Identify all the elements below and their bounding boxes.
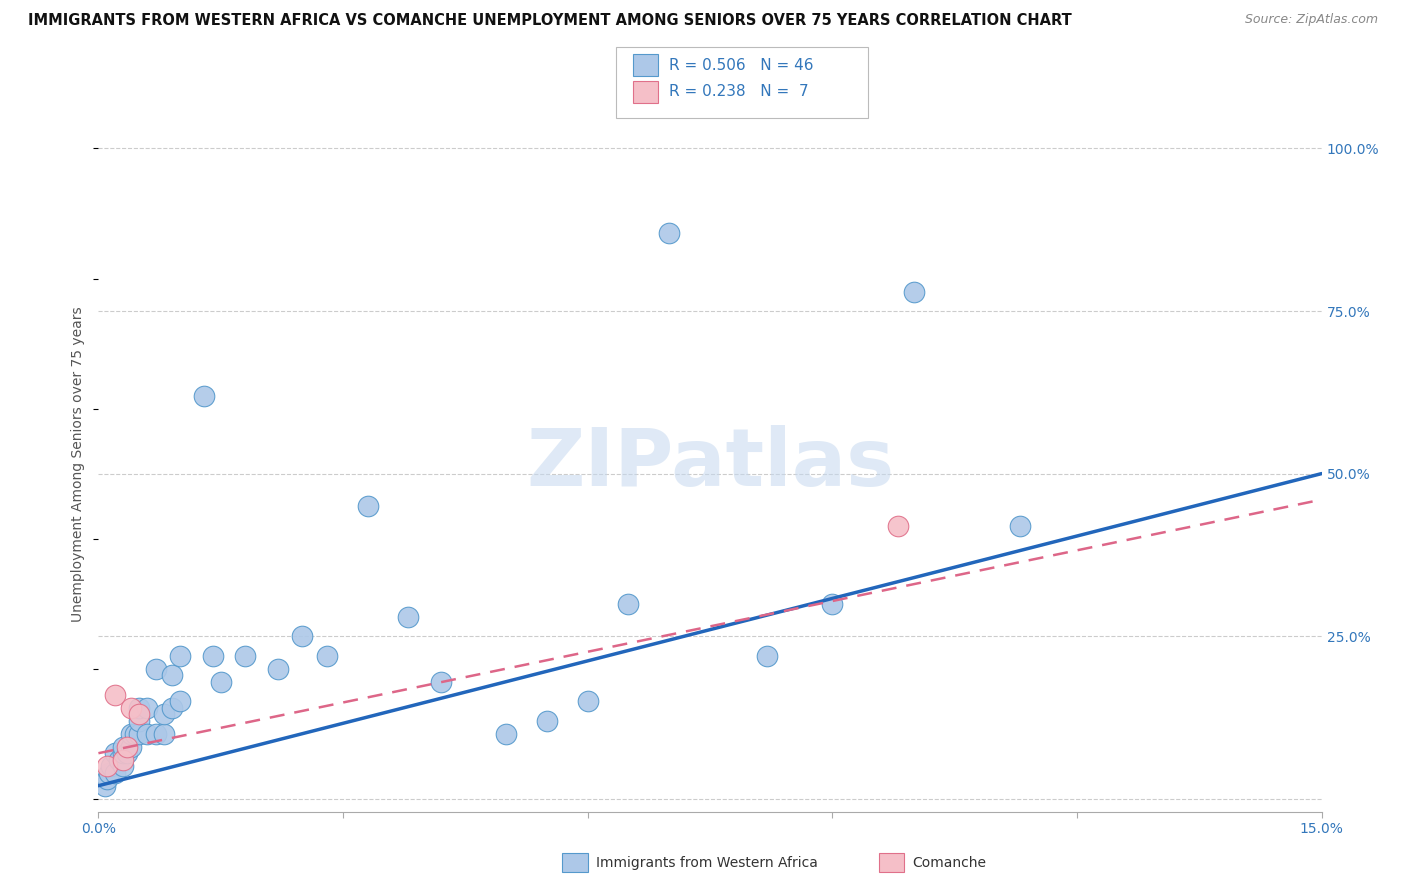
Point	[1008, 518, 1031, 533]
Text: R = 0.238   N =  7: R = 0.238 N = 7	[669, 85, 808, 99]
Point	[104, 688, 127, 702]
Point	[152, 727, 174, 741]
Point	[108, 753, 131, 767]
Text: IMMIGRANTS FROM WESTERN AFRICA VS COMANCHE UNEMPLOYMENT AMONG SENIORS OVER 75 YE: IMMIGRANTS FROM WESTERN AFRICA VS COMANC…	[28, 13, 1071, 29]
Point	[115, 746, 138, 760]
Point	[96, 759, 118, 773]
Point	[903, 285, 925, 299]
Point	[169, 694, 191, 708]
Point	[136, 700, 159, 714]
Point	[120, 739, 142, 754]
Point	[160, 668, 183, 682]
Point	[94, 779, 117, 793]
Point	[145, 662, 167, 676]
Point	[104, 765, 127, 780]
Point	[128, 700, 150, 714]
Point	[128, 707, 150, 722]
Point	[104, 746, 127, 760]
Point	[201, 648, 224, 663]
Point	[315, 648, 337, 663]
Point	[169, 648, 191, 663]
Text: R = 0.506   N = 46: R = 0.506 N = 46	[669, 58, 814, 72]
Point	[111, 753, 134, 767]
Text: ZIPatlas: ZIPatlas	[526, 425, 894, 503]
Point	[111, 739, 134, 754]
Point	[100, 759, 122, 773]
Point	[576, 694, 599, 708]
Point	[120, 700, 142, 714]
Point	[821, 597, 844, 611]
Point	[267, 662, 290, 676]
Point	[96, 772, 118, 787]
Point	[209, 674, 232, 689]
Point	[536, 714, 558, 728]
Point	[886, 518, 908, 533]
Point	[128, 714, 150, 728]
Text: Comanche: Comanche	[912, 855, 987, 870]
Point	[115, 739, 138, 754]
Point	[356, 499, 378, 513]
Point	[111, 746, 134, 760]
Point	[396, 609, 419, 624]
Text: Immigrants from Western Africa: Immigrants from Western Africa	[596, 855, 818, 870]
Point	[152, 707, 174, 722]
Point	[756, 648, 779, 663]
Point	[658, 226, 681, 240]
Point	[430, 674, 453, 689]
Point	[111, 759, 134, 773]
Y-axis label: Unemployment Among Seniors over 75 years: Unemployment Among Seniors over 75 years	[72, 306, 86, 622]
Point	[233, 648, 256, 663]
Point	[145, 727, 167, 741]
Point	[136, 727, 159, 741]
Point	[193, 388, 215, 402]
Point	[495, 727, 517, 741]
Point	[160, 700, 183, 714]
Point	[120, 727, 142, 741]
Point	[98, 765, 121, 780]
Point	[617, 597, 640, 611]
Text: Source: ZipAtlas.com: Source: ZipAtlas.com	[1244, 13, 1378, 27]
Point	[291, 629, 314, 643]
Point	[128, 727, 150, 741]
Point	[124, 727, 146, 741]
